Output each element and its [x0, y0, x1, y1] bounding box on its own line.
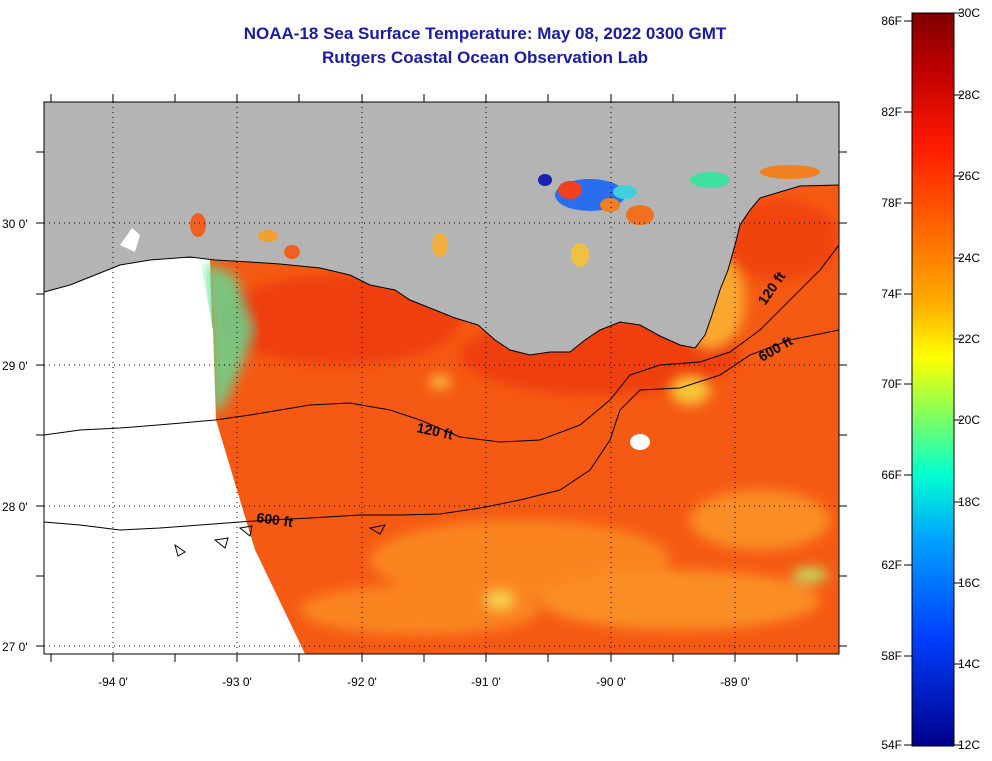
colorbar-f-label: 70F [881, 377, 902, 391]
land-mass [44, 102, 839, 355]
chart-title-line1: NOAA-18 Sea Surface Temperature: May 08,… [243, 24, 727, 43]
chart-title-line2: Rutgers Coastal Ocean Observation Lab [322, 48, 648, 67]
lat-label-28: 28 0' [2, 500, 28, 514]
lon-label-92: -92 0' [347, 675, 377, 689]
colorbar-f-label: 66F [881, 468, 902, 482]
graticule [44, 102, 839, 654]
colorbar-c-label: 30C [958, 6, 980, 20]
colorbar-f-label: 58F [881, 649, 902, 663]
lon-label-90: -90 0' [596, 675, 626, 689]
colorbar-f-label: 86F [881, 14, 902, 28]
lat-label-30: 30 0' [2, 217, 28, 231]
colorbar-f-label: 62F [881, 558, 902, 572]
axis-ticks [36, 94, 847, 662]
colorbar-c-label: 22C [958, 332, 980, 346]
colorbar-c-label: 26C [958, 169, 980, 183]
lon-label-94: -94 0' [98, 675, 128, 689]
contour-600ft [44, 329, 839, 531]
lat-label-29: 29 0' [2, 359, 28, 373]
colorbar-c-label: 20C [958, 413, 980, 427]
colorbar-f-label: 74F [881, 287, 902, 301]
contour-label-120-west: 120 ft [415, 419, 454, 442]
inland-lake-sst [190, 165, 820, 450]
contour-label-600-west: 600 ft [256, 509, 295, 530]
colorbar-c-label: 12C [958, 738, 980, 752]
lon-label-93: -93 0' [222, 675, 252, 689]
colorbar-c-label: 18C [958, 495, 980, 509]
coastline [44, 184, 839, 356]
lat-label-27: 27 0' [2, 640, 28, 654]
colorbar [911, 12, 955, 747]
map-frame [43, 101, 840, 655]
lon-label-91: -91 0' [471, 675, 501, 689]
colorbar-f-label: 54F [881, 738, 902, 752]
colorbar-c-label: 24C [958, 251, 980, 265]
colorbar-c-label: 14C [958, 657, 980, 671]
colorbar-f-label: 82F [881, 105, 902, 119]
contour-120ft [44, 244, 839, 443]
colorbar-f-label: 78F [881, 196, 902, 210]
colorbar-c-label: 16C [958, 576, 980, 590]
lon-label-89: -89 0' [720, 675, 750, 689]
colorbar-c-label: 28C [958, 88, 980, 102]
